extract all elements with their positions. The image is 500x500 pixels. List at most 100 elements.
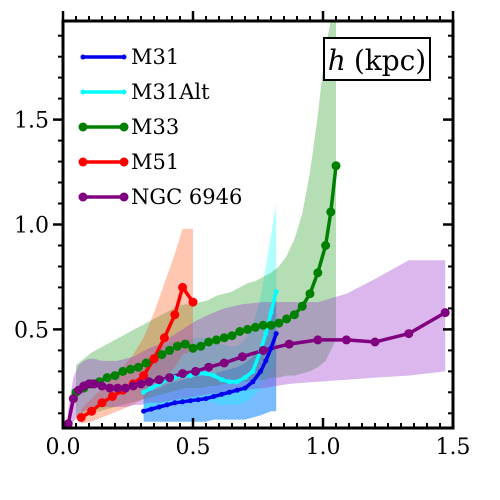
point-series-2-9 [141, 358, 151, 368]
point-series-0-5 [180, 399, 186, 405]
point-series-4-15 [178, 369, 188, 378]
point-series-2-5 [110, 371, 120, 381]
point-series-2-6 [118, 366, 128, 376]
point-series-0-15 [258, 368, 264, 374]
point-series-4-26 [440, 308, 450, 318]
annotation-label: h (kpc) [328, 44, 426, 77]
point-series-4-23 [341, 335, 351, 345]
point-series-2-24 [258, 320, 268, 330]
annotation-frame [323, 37, 431, 81]
legend-marker-right-4 [119, 192, 129, 202]
legend-marker-right-3 [119, 157, 129, 167]
legend-marker-right-1 [121, 89, 127, 95]
point-series-2-17 [204, 337, 214, 347]
annotation-box: h (kpc) [323, 37, 431, 81]
point-series-0-6 [187, 398, 193, 404]
legend-label-4: NGC 6946 [131, 185, 242, 209]
point-series-2-26 [274, 318, 284, 328]
x-tick-label: 0.5 [176, 435, 211, 460]
point-series-2-33 [326, 207, 336, 217]
point-series-4-8 [113, 383, 123, 393]
point-series-1-9 [211, 373, 217, 379]
point-series-2-31 [313, 268, 323, 278]
legend-marker-left-4 [78, 192, 88, 202]
annotation-unit: (kpc) [354, 44, 426, 77]
point-series-4-13 [154, 375, 164, 385]
point-series-0-2 [156, 404, 162, 410]
point-series-2-30 [305, 289, 315, 299]
point-series-4-9 [120, 383, 130, 393]
band-series-3 [81, 228, 193, 424]
point-series-2-11 [157, 350, 167, 360]
point-series-2-28 [289, 310, 299, 320]
point-series-0-8 [203, 396, 209, 402]
legend-marker-left-2 [78, 122, 88, 132]
point-series-2-32 [321, 241, 331, 250]
band-series-4 [68, 260, 446, 428]
point-series-4-1 [68, 394, 78, 404]
point-series-2-22 [243, 324, 253, 334]
point-series-3-7 [149, 354, 159, 364]
legend-label-1: M31Alt [131, 80, 210, 104]
point-series-4-14 [165, 373, 175, 383]
y-tick-label: 0.5 [14, 318, 49, 343]
point-series-1-6 [187, 373, 193, 379]
axis-ticks [53, 11, 455, 428]
point-series-1-16 [263, 331, 269, 337]
point-series-1-17 [268, 310, 274, 316]
point-series-1-18 [273, 289, 279, 295]
point-series-3-11 [188, 297, 198, 307]
point-series-0-17 [268, 345, 274, 351]
point-series-3-9 [170, 310, 180, 320]
legend-marker-left-3 [78, 157, 88, 167]
point-series-2-7 [126, 364, 136, 374]
point-series-3-8 [159, 333, 169, 343]
point-series-2-19 [219, 333, 229, 343]
point-series-1-14 [250, 368, 256, 374]
point-series-0-11 [226, 389, 232, 395]
point-series-1-0 [141, 389, 147, 395]
point-series-4-7 [105, 383, 115, 393]
legend-marker-left-1 [80, 89, 86, 95]
point-series-0-18 [273, 331, 279, 337]
y-tick-labels: 0.5 1.0 1.5 [14, 109, 49, 344]
y-tick-label: 1.5 [14, 109, 49, 134]
point-series-1-1 [148, 385, 154, 391]
point-series-2-4 [102, 373, 112, 383]
point-series-2-15 [188, 343, 198, 353]
point-series-1-12 [234, 379, 240, 385]
point-series-4-10 [128, 381, 138, 391]
point-series-4-11 [136, 379, 146, 389]
point-series-4-24 [370, 337, 380, 347]
y-tick-label: 1.0 [14, 214, 49, 239]
point-series-1-11 [226, 379, 232, 385]
point-series-2-18 [211, 335, 221, 345]
point-series-0-10 [219, 391, 225, 397]
legend-label-0: M31 [131, 45, 179, 69]
point-series-4-20 [258, 345, 268, 355]
legend-marker-right-0 [121, 54, 127, 60]
point-series-0-16 [263, 358, 269, 364]
series-markers [63, 161, 450, 428]
point-series-0-14 [250, 379, 256, 385]
point-series-3-2 [97, 398, 107, 408]
point-series-4-18 [219, 358, 229, 368]
legend-marker-right-2 [119, 122, 129, 132]
point-series-2-23 [250, 322, 260, 332]
legend-marker-left-0 [80, 54, 86, 60]
point-series-2-27 [282, 314, 292, 324]
legend-label-2: M33 [131, 115, 179, 139]
point-series-4-5 [89, 379, 99, 389]
point-series-4-25 [404, 329, 414, 339]
point-series-4-0 [63, 419, 73, 428]
point-series-1-13 [242, 375, 248, 381]
point-series-4-21 [284, 339, 294, 349]
point-series-3-1 [87, 406, 97, 416]
annotation-symbol: h [328, 44, 346, 77]
legend-label-3: M51 [131, 150, 179, 174]
uncertainty-bands [68, 21, 446, 428]
point-series-1-8 [203, 371, 209, 376]
point-series-4-22 [313, 335, 323, 345]
point-series-3-10 [178, 282, 188, 292]
point-series-4-17 [204, 362, 214, 372]
